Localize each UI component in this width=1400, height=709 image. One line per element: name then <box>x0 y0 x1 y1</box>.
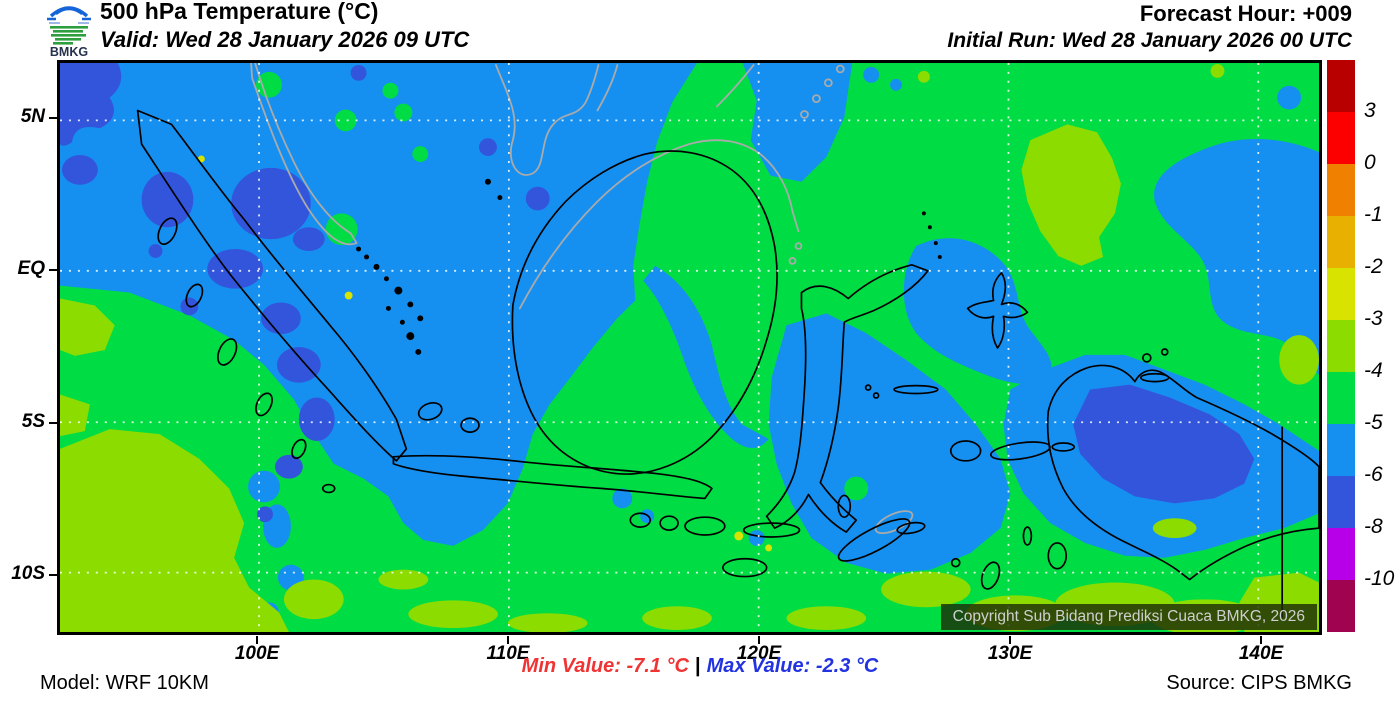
minmax-separator: | <box>694 655 701 677</box>
minmax-line: Min Value: -7.1 °C | Max Value: -2.3 °C <box>0 655 1400 678</box>
lon-tick-label: 140E <box>1238 643 1284 664</box>
colorbar-level-label: -10 <box>1364 567 1395 590</box>
lat-tick-label: 5N <box>20 106 45 127</box>
field-royalblue-layer <box>60 63 1255 523</box>
lon-tick-mark <box>1009 636 1011 644</box>
max-value-label: Max Value: -2.3 °C <box>706 655 879 677</box>
colorbar-level-label: 0 <box>1364 151 1376 174</box>
lat-tick-label: EQ <box>17 258 45 279</box>
colorbar-level-label: -4 <box>1364 359 1383 382</box>
colorbar-segment <box>1327 476 1355 528</box>
colorbar-level-label: -3 <box>1364 307 1383 330</box>
temperature-map: Copyright Sub Bidang Prediksi Cuaca BMKG… <box>57 60 1322 635</box>
coastline-layer <box>136 109 1319 618</box>
colorbar-segment <box>1327 268 1355 320</box>
lat-tick-label: 10S <box>11 563 45 584</box>
colorbar-level-label: 3 <box>1364 99 1376 122</box>
min-value-label: Min Value: -7.1 °C <box>521 655 689 677</box>
lat-tick-mark <box>49 574 57 576</box>
lat-tick-label: 5S <box>21 411 45 432</box>
colorbar-level-label: -1 <box>1364 203 1383 226</box>
lon-tick-mark <box>1260 636 1262 644</box>
colorbar-segment <box>1327 580 1355 632</box>
valid-time-label: Valid: Wed 28 January 2026 09 UTC <box>100 27 470 52</box>
source-label: Source: CIPS BMKG <box>1166 672 1352 694</box>
logo-text: BMKG <box>50 45 88 58</box>
model-label: Model: WRF 10KM <box>40 672 209 694</box>
colorbar-segment <box>1327 372 1355 424</box>
lat-tick-mark <box>49 117 57 119</box>
page-title: 500 hPa Temperature (°C) <box>100 0 379 24</box>
lon-tick-label: 130E <box>987 643 1033 664</box>
colorbar-level-label: -2 <box>1364 255 1383 278</box>
colorbar-segment <box>1327 424 1355 476</box>
lat-tick-mark <box>49 422 57 424</box>
lon-tick-label: 120E <box>736 643 782 664</box>
copyright-note: Copyright Sub Bidang Prediksi Cuaca BMKG… <box>940 604 1317 630</box>
lon-tick-label: 110E <box>486 643 530 664</box>
colorbar <box>1327 60 1355 632</box>
lon-tick-label: 100E <box>234 643 280 664</box>
lon-tick-mark <box>758 636 760 644</box>
lat-tick-mark <box>49 269 57 271</box>
colorbar-segment <box>1327 60 1355 112</box>
foreign-coastline-layer <box>250 63 914 535</box>
gridline-layer <box>60 63 1319 632</box>
temperature-field-svg <box>60 63 1319 632</box>
colorbar-level-label: -6 <box>1364 463 1383 486</box>
initial-run-label: Initial Run: Wed 28 January 2026 00 UTC <box>947 29 1352 52</box>
colorbar-segment <box>1327 164 1355 216</box>
forecast-hour-label: Forecast Hour: +009 <box>1139 1 1352 26</box>
colorbar-level-label: -5 <box>1364 411 1383 434</box>
colorbar-segment <box>1327 216 1355 268</box>
colorbar-segment <box>1327 528 1355 580</box>
field-yellow-dots-layer <box>197 155 773 552</box>
colorbar-level-label: -8 <box>1364 515 1383 538</box>
bmkg-logo: BMKG <box>44 1 94 59</box>
colorbar-segment <box>1327 112 1355 164</box>
lon-tick-mark <box>507 636 509 644</box>
lon-tick-mark <box>256 636 258 644</box>
colorbar-segment <box>1327 320 1355 372</box>
